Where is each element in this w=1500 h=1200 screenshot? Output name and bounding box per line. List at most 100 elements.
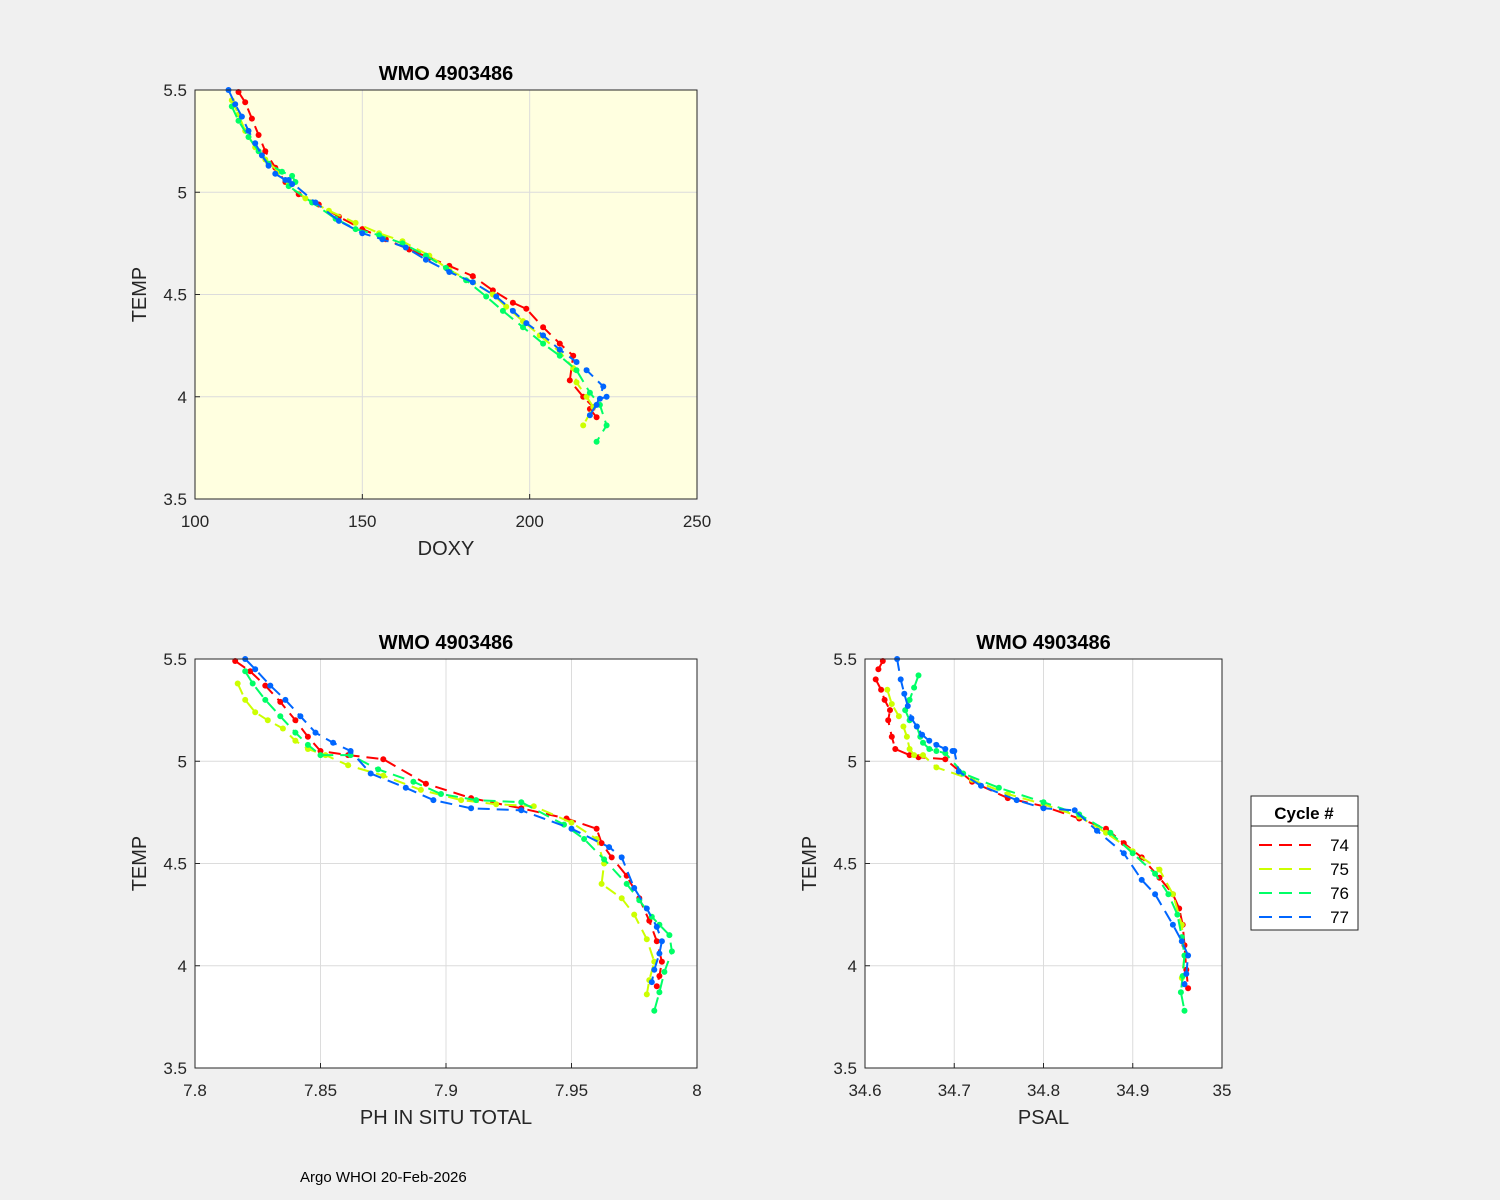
- data-point: [1120, 840, 1127, 847]
- data-point: [601, 856, 608, 863]
- data-point: [262, 682, 269, 689]
- data-point: [312, 199, 319, 206]
- data-point: [503, 303, 510, 310]
- chart-3: 34.6 34.7 34.8 34.9 35 3.5 4 4.5 5 5.5 WMO 4903486…: [799, 632, 1231, 1129]
- data-point: [235, 117, 242, 124]
- data-point: [885, 717, 892, 724]
- y-tick-label: 3.5: [833, 1059, 857, 1078]
- data-point: [380, 772, 387, 779]
- data-point: [473, 797, 480, 804]
- data-point: [920, 752, 926, 759]
- data-point: [906, 752, 913, 759]
- data-point: [376, 232, 383, 239]
- data-point: [888, 733, 895, 740]
- data-point: [540, 340, 547, 347]
- data-point: [583, 367, 590, 374]
- data-point: [603, 393, 610, 400]
- data-point: [380, 756, 387, 763]
- data-point: [252, 709, 259, 716]
- data-point: [279, 168, 285, 175]
- data-point: [926, 746, 933, 752]
- data-point: [272, 170, 279, 177]
- data-point: [258, 152, 265, 159]
- data-point: [593, 438, 600, 445]
- y-tick-label: 5: [848, 752, 857, 771]
- data-point: [242, 668, 249, 675]
- y-tick-label: 5.5: [833, 650, 857, 669]
- data-point: [623, 880, 630, 887]
- data-point: [302, 195, 309, 202]
- x-axis-label: PSAL: [1018, 1107, 1069, 1129]
- data-point: [483, 293, 490, 300]
- data-point: [913, 723, 920, 730]
- data-point: [468, 805, 475, 812]
- legend-label: 75: [1330, 860, 1349, 879]
- data-point: [598, 840, 605, 847]
- chart-title: WMO 4903486: [976, 632, 1111, 654]
- data-point: [951, 748, 958, 754]
- x-tick-label: 250: [683, 512, 711, 531]
- data-point: [1165, 891, 1172, 898]
- x-tick-label: 7.95: [555, 1081, 588, 1100]
- data-point: [919, 731, 926, 738]
- data-point: [586, 389, 593, 396]
- data-point: [523, 305, 530, 312]
- data-point: [262, 148, 269, 155]
- x-tick-label: 150: [348, 512, 376, 531]
- data-point: [1071, 807, 1078, 814]
- data-point: [1174, 911, 1181, 918]
- legend-label: 74: [1330, 836, 1349, 855]
- data-point: [245, 127, 252, 134]
- data-point: [878, 686, 885, 693]
- series-77: [225, 87, 610, 419]
- data-point: [292, 717, 299, 724]
- legend-label: 77: [1330, 908, 1349, 927]
- data-point: [651, 1007, 658, 1014]
- x-tick-label: 7.8: [183, 1081, 207, 1100]
- data-point: [651, 966, 658, 973]
- y-tick-label: 5: [178, 183, 187, 202]
- data-point: [1177, 989, 1184, 996]
- data-point: [556, 340, 563, 347]
- data-point: [1138, 876, 1145, 883]
- data-point: [1169, 891, 1176, 898]
- data-point: [933, 764, 940, 771]
- data-point: [292, 737, 299, 744]
- data-point: [884, 686, 891, 693]
- data-point: [520, 324, 526, 331]
- x-tick-label: 7.9: [434, 1081, 458, 1100]
- data-point: [359, 230, 366, 237]
- data-point: [458, 797, 465, 804]
- series-line-77: [244, 658, 663, 983]
- data-point: [598, 880, 605, 887]
- data-point: [422, 256, 429, 263]
- data-point: [658, 938, 665, 945]
- data-point: [1129, 850, 1136, 857]
- data-point: [1169, 921, 1176, 928]
- data-point: [887, 707, 893, 714]
- data-point: [402, 244, 409, 251]
- chart-title: WMO 4903486: [379, 632, 514, 654]
- data-point: [568, 825, 575, 832]
- data-point: [289, 181, 296, 188]
- data-point: [255, 132, 262, 138]
- x-tick-label: 200: [515, 512, 543, 531]
- data-point: [540, 324, 547, 331]
- legend-title: Cycle #: [1274, 804, 1334, 823]
- legend-entry-75: 75: [1259, 860, 1349, 879]
- data-point: [410, 778, 417, 785]
- data-point: [895, 713, 902, 720]
- data-point: [232, 101, 239, 108]
- data-point: [901, 690, 908, 697]
- data-point: [523, 320, 530, 327]
- data-point: [904, 703, 911, 709]
- data-point: [618, 854, 625, 861]
- data-point: [668, 948, 675, 955]
- data-point: [285, 177, 292, 183]
- data-point: [1103, 829, 1109, 836]
- data-point: [942, 746, 949, 752]
- data-point: [292, 729, 299, 736]
- data-point: [600, 383, 607, 390]
- data-point: [1156, 866, 1163, 873]
